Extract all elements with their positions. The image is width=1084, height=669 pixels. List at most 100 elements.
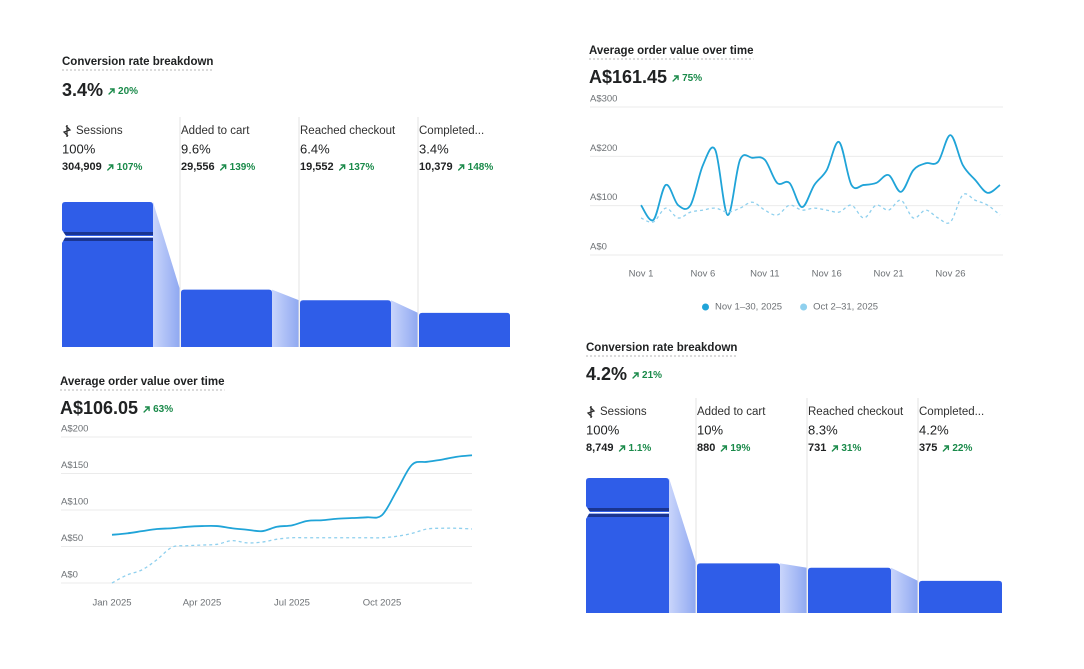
trend-arrow-icon [942, 445, 950, 452]
trend-arrow-icon [618, 445, 626, 452]
change-value: 137% [349, 162, 375, 173]
funnel-bar [919, 580, 1002, 613]
change-value: 1.1% [629, 443, 652, 454]
legend-swatch [702, 303, 709, 311]
step-rate: 6.4% [300, 141, 330, 156]
x-tick-label: Nov 11 [750, 269, 779, 280]
step-count: 880 [697, 442, 715, 454]
x-tick-label: Nov 1 [629, 269, 654, 280]
step-rate: 9.6% [181, 141, 211, 156]
legend-label: Oct 2–31, 2025 [813, 302, 878, 313]
change-value: 139% [230, 162, 256, 173]
x-tick-label: Jan 2025 [92, 598, 131, 609]
x-tick-label: Apr 2025 [183, 598, 222, 609]
trend-arrow-icon [720, 445, 728, 452]
headline-value: A$106.05 [60, 398, 138, 418]
scale-break-notch [586, 506, 590, 519]
y-tick-label: A$100 [61, 497, 88, 508]
funnel-connector [391, 300, 418, 347]
y-tick-label: A$200 [590, 143, 617, 154]
funnel-bar [419, 312, 510, 347]
trend-arrow-icon [632, 372, 639, 379]
step-rate: 3.4% [419, 141, 449, 156]
x-tick-label: Nov 6 [690, 269, 715, 280]
funnel-bar [697, 563, 780, 613]
step-name: Reached checkout [300, 125, 396, 137]
trend-arrow-icon [457, 164, 465, 171]
change-value: 75% [682, 73, 702, 84]
funnel-bar [62, 202, 153, 347]
x-tick-label: Jul 2025 [274, 598, 310, 609]
step-name: Sessions [600, 406, 647, 418]
x-tick-label: Nov 16 [812, 269, 842, 280]
trend-arrow-icon [219, 164, 227, 171]
step-count: 375 [919, 442, 937, 454]
x-tick-label: Oct 2025 [363, 598, 402, 609]
funnel-connector [669, 478, 696, 613]
scale-break [586, 508, 669, 511]
x-tick-label: Nov 21 [874, 269, 904, 280]
change-value: 22% [952, 443, 972, 454]
funnel-connector [780, 563, 807, 613]
scale-break [62, 232, 153, 235]
panel-title: Conversion rate breakdown [586, 342, 737, 354]
change-value: 63% [153, 404, 173, 415]
funnel-bar [586, 478, 669, 613]
funnel-connector [891, 567, 918, 613]
sessions-icon [62, 125, 72, 137]
step-count: 8,749 [586, 442, 614, 454]
funnel-connector [272, 289, 299, 347]
scale-break [586, 512, 669, 514]
sessions-icon [586, 406, 596, 418]
legend-swatch [800, 303, 808, 311]
step-rate: 100% [62, 141, 96, 156]
panel-title: Conversion rate breakdown [62, 56, 213, 68]
scale-break [586, 514, 669, 517]
x-tick-label: Nov 26 [935, 269, 965, 280]
step-name: Completed... [419, 125, 484, 137]
trend-arrow-icon [107, 164, 114, 171]
change-value: 19% [730, 443, 750, 454]
scale-break-notch [62, 230, 66, 243]
funnel-bar [300, 300, 391, 347]
change-value: 20% [118, 86, 138, 97]
headline-value: 4.2% [586, 364, 627, 384]
step-rate: 4.2% [919, 422, 949, 437]
step-rate: 100% [586, 422, 620, 437]
step-rate: 10% [697, 422, 723, 437]
change-value: 21% [642, 370, 662, 381]
funnel-bar [181, 289, 272, 347]
y-tick-label: A$50 [61, 533, 83, 544]
step-name: Added to cart [181, 125, 250, 137]
y-tick-label: A$0 [590, 242, 607, 253]
step-count: 304,909 [62, 161, 102, 173]
trend-arrow-icon [108, 88, 115, 95]
headline-value: A$161.45 [589, 67, 667, 87]
step-count: 731 [808, 442, 826, 454]
panel-title: Average order value over time [589, 45, 753, 57]
series-line [640, 193, 1001, 224]
y-tick-label: A$300 [590, 94, 617, 105]
y-tick-label: A$200 [61, 424, 88, 435]
headline-value: 3.4% [62, 80, 103, 100]
step-name: Reached checkout [808, 406, 904, 418]
y-tick-label: A$150 [61, 460, 88, 471]
step-count: 19,552 [300, 161, 334, 173]
step-name: Sessions [76, 125, 123, 137]
change-value: 31% [841, 443, 861, 454]
scale-break [62, 238, 153, 241]
series-line [111, 527, 473, 584]
funnel-connector [153, 202, 180, 347]
step-rate: 8.3% [808, 422, 838, 437]
step-count: 10,379 [419, 161, 453, 173]
change-value: 107% [117, 162, 143, 173]
legend-label: Nov 1–30, 2025 [715, 302, 782, 313]
y-tick-label: A$100 [590, 192, 617, 203]
series-line [640, 134, 1001, 222]
series-line [111, 454, 473, 536]
step-name: Completed... [919, 406, 984, 418]
trend-arrow-icon [143, 406, 150, 413]
trend-arrow-icon [338, 164, 346, 171]
